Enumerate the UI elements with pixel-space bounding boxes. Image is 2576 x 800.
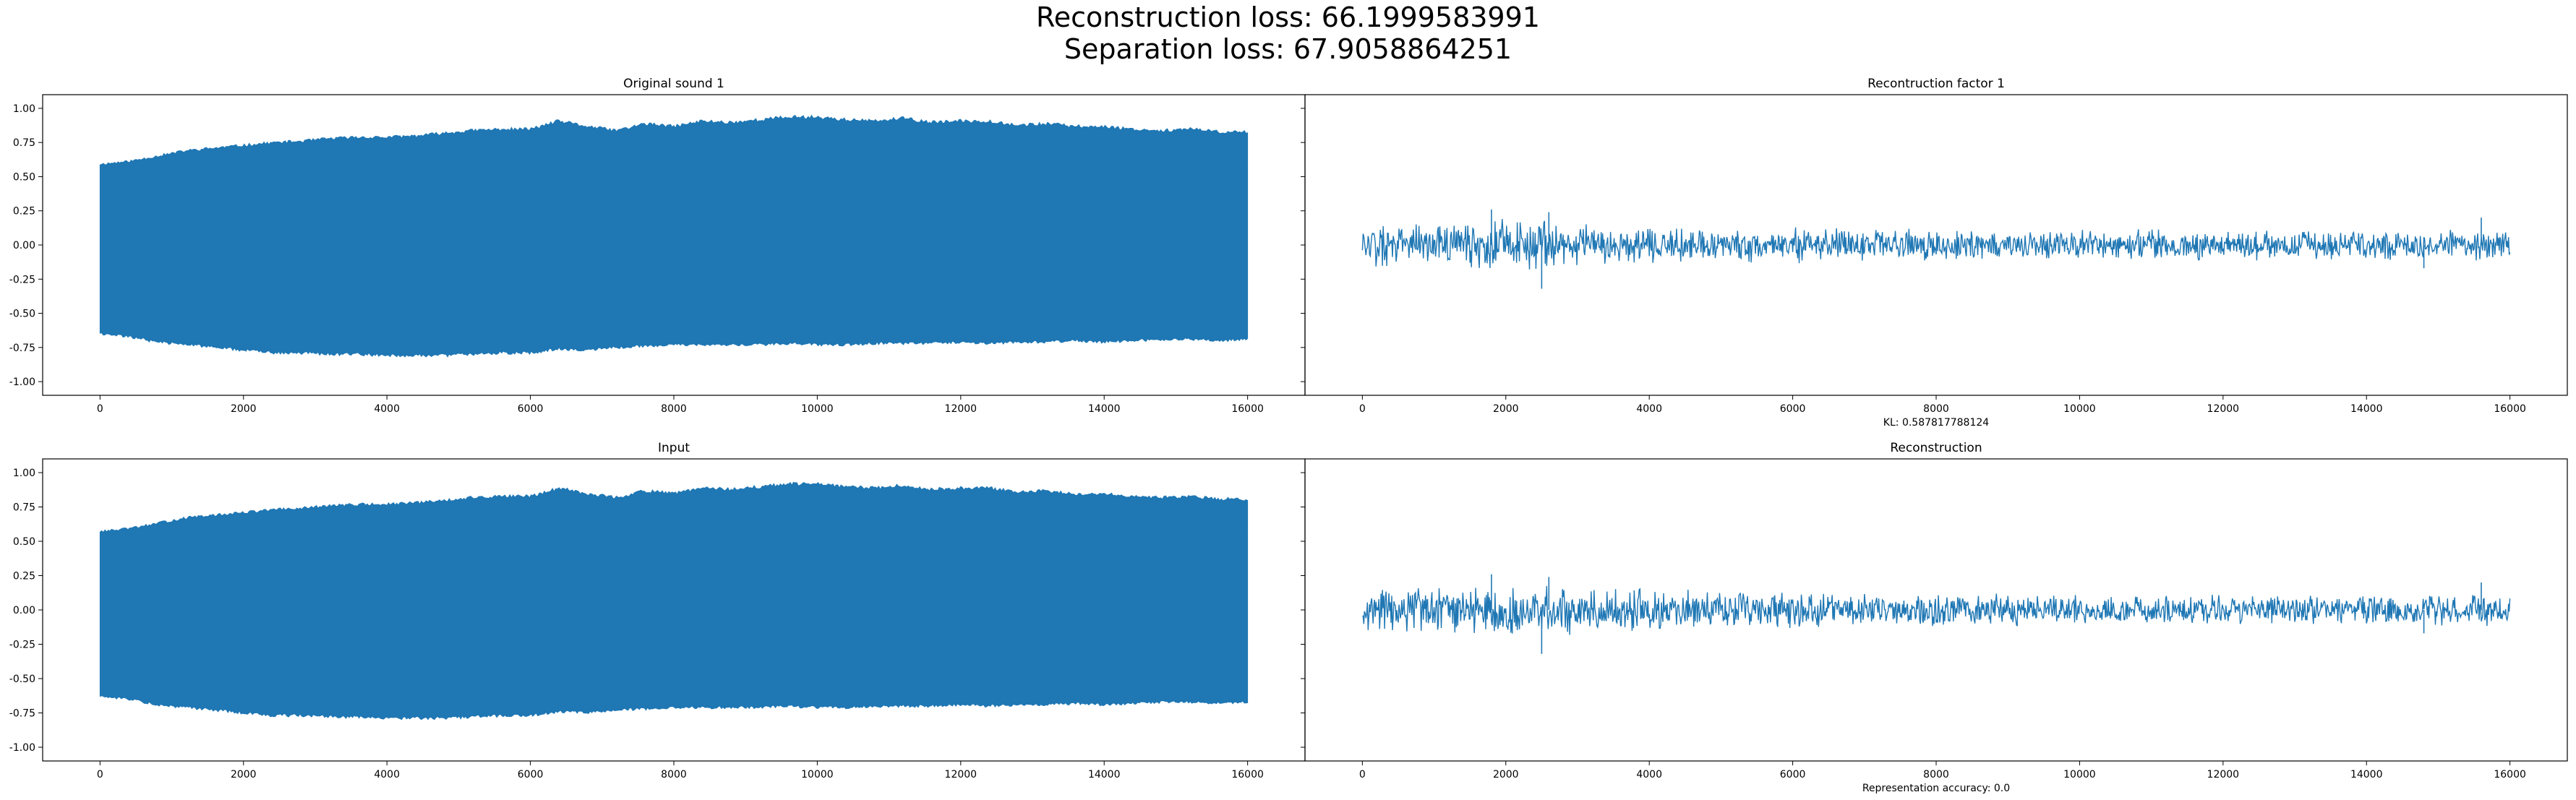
y-tick-label: -0.25 [9,274,35,285]
axes-title: Input [658,441,690,455]
x-tick-label: 6000 [1780,403,1806,415]
y-tick-label: 1.00 [13,468,35,479]
plot-area [99,114,1249,358]
subplot-4: Reconstruction 0 2000 4000 6000 8000 10000 1200… [1301,441,2568,794]
y-tick-label: -0.75 [9,343,35,354]
x-tick-label: 0 [1359,769,1366,780]
x-tick-label: 10000 [2063,769,2096,780]
y-tick-label: -1.00 [9,377,35,388]
y-tick-label: 0.75 [13,137,35,149]
x-tick-label: 10000 [801,403,834,415]
waveform-envelope [99,114,1249,358]
x-tick-label: 16000 [1231,403,1264,415]
axes-title: Recontruction factor 1 [1867,77,2005,91]
x-tick-label: 6000 [518,769,544,780]
y-tick-label: 0.00 [13,240,35,251]
x-tick-label: 12000 [945,769,977,780]
axes-title: Original sound 1 [623,77,724,91]
y-tick-label: 1.00 [13,103,35,115]
x-tick-label: 4000 [1636,403,1662,415]
x-tick-label: 4000 [374,769,400,780]
signal-line [1361,218,2511,270]
subplot-2: Recontruction factor 1 0 2000 4000 6000 8000 1… [1301,77,2568,429]
x-tick-label: 14000 [2350,769,2383,780]
axes-title: Reconstruction [1890,441,1982,455]
x-tick-label: 12000 [945,403,977,415]
suptitle-reconstruction-loss: Reconstruction loss: 66.1999583991 [1036,1,1540,33]
y-tick-label: -0.75 [9,708,35,720]
y-tick-label: 0.75 [13,502,35,514]
subplot-3: Input 0 2000 4000 6000 8000 10000 12000 14000 160… [9,441,1306,780]
y-tick-label: 0.50 [13,171,35,183]
x-tick-label: 2000 [1493,403,1519,415]
plot-area [1362,574,2511,654]
x-tick-label: 2000 [231,403,257,415]
x-tick-label: 6000 [1780,769,1806,780]
x-axis-label: Representation accuracy: 0.0 [1862,783,2010,794]
x-tick-label: 16000 [2494,403,2526,415]
x-tick-label: 8000 [1923,403,1949,415]
x-tick-label: 10000 [2063,403,2096,415]
signal-line [1362,585,2511,635]
x-tick-label: 0 [97,769,103,780]
y-tick-label: 0.50 [13,536,35,548]
x-tick-label: 12000 [2207,769,2240,780]
x-tick-label: 8000 [661,769,687,780]
subplot-1: Original sound 1 0 2000 4000 6000 8000 10000 12… [9,77,1306,415]
x-tick-label: 4000 [374,403,400,415]
suptitle-separation-loss: Separation loss: 67.9058864251 [1064,33,1512,65]
x-tick-label: 12000 [2207,403,2240,415]
y-tick-label: -0.50 [9,309,35,320]
x-tick-label: 0 [1359,403,1366,415]
x-tick-label: 6000 [518,403,544,415]
x-tick-label: 4000 [1636,769,1662,780]
x-axis-label: KL: 0.587817788124 [1883,417,1989,429]
y-tick-label: 0.25 [13,206,35,218]
x-tick-label: 14000 [1088,403,1121,415]
x-tick-label: 14000 [2350,403,2383,415]
waveform-envelope [99,481,1249,721]
x-tick-label: 16000 [2494,769,2526,780]
plot-area [1361,209,2511,289]
x-tick-label: 0 [97,403,103,415]
y-tick-label: 0.25 [13,571,35,582]
figure-suptitle: Reconstruction loss: 66.1999583991 Separ… [0,1,2576,65]
x-tick-label: 16000 [1231,769,1264,780]
y-tick-label: -0.50 [9,674,35,685]
x-tick-label: 2000 [1493,769,1519,780]
x-tick-label: 2000 [231,769,257,780]
y-tick-label: -0.25 [9,640,35,651]
x-tick-label: 14000 [1088,769,1121,780]
x-tick-label: 8000 [661,403,687,415]
x-tick-label: 8000 [1923,769,1949,780]
y-tick-label: -1.00 [9,742,35,754]
x-tick-label: 10000 [801,769,834,780]
y-tick-label: 0.00 [13,605,35,616]
plot-area [99,481,1249,721]
